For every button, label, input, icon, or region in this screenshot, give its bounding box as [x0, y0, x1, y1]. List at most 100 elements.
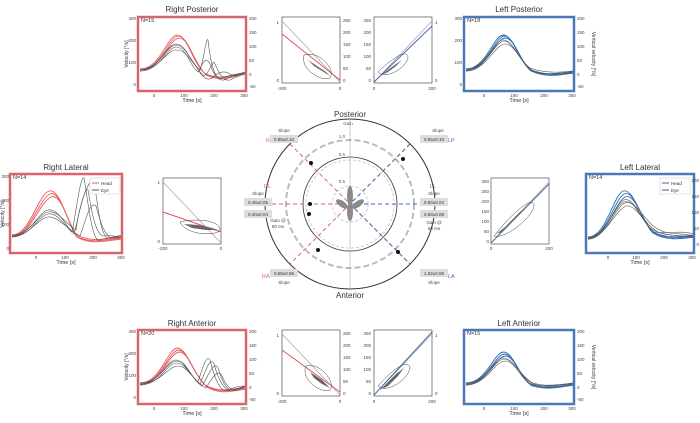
- canal-rl: RL: [264, 184, 271, 190]
- y-tick-labels: 250 200 150 100 50 0: [343, 18, 351, 83]
- x-tick: 200: [210, 406, 218, 411]
- y-right-tick-labels: 200 150 100 50 0: [691, 178, 699, 247]
- x-tick: 100: [510, 406, 518, 411]
- ratio-tick: 0: [435, 391, 438, 396]
- value-rp: Slope 0.86±0.10: [270, 128, 298, 143]
- n-count: N=18: [467, 18, 480, 24]
- y-tick: 0: [696, 242, 699, 247]
- y-tick-labels: 250 200 150 100 50 0: [343, 331, 351, 396]
- x-tick: 0: [607, 255, 610, 260]
- confidence-ellipse: [493, 202, 535, 237]
- x-tick: 300: [568, 406, 576, 411]
- value-la: 1.02±0.06 Slope: [420, 269, 448, 285]
- head-traces: [139, 347, 246, 393]
- center-distribution: [336, 186, 364, 221]
- x-tick: 300: [240, 406, 248, 411]
- y-tick: 100: [128, 60, 136, 65]
- dot-rl-2: [307, 212, 311, 216]
- canal-ra: RA: [262, 274, 270, 280]
- y-tick: 200: [454, 38, 462, 43]
- y-tick: 50: [577, 58, 583, 63]
- y-tick-labels: 300 200 100 0: [128, 16, 136, 87]
- y-tick-labels: 300 200 100 0: [1, 174, 9, 251]
- dot-rl: [308, 202, 312, 206]
- scatter-left-anterior: 0 200 1 0 250 200 150 100 50 0: [363, 329, 438, 404]
- x-tick: 100: [61, 255, 69, 260]
- n-count: N=14: [589, 175, 602, 181]
- value-box: [270, 135, 298, 143]
- y-tick-labels: 300 200 100 0: [454, 16, 462, 87]
- panel-title: Right Posterior: [166, 5, 219, 14]
- y-tick: 250: [343, 18, 351, 23]
- y-tick: 150: [481, 209, 489, 214]
- y-tick: 50: [694, 226, 700, 231]
- data-cloud: [310, 372, 330, 388]
- y-tick: 150: [249, 343, 257, 348]
- y-tick: 100: [249, 44, 257, 49]
- y-tick: 150: [363, 355, 371, 360]
- y-axis-label: Vertical velocity [°/s]: [590, 32, 596, 77]
- n-count: N=14: [13, 175, 26, 181]
- slope-label: Slope: [278, 280, 290, 285]
- y-axis-label: Velocity [°/s]: [0, 200, 6, 228]
- panel-frame: [462, 328, 576, 406]
- value-text: 0.93±0.08: [424, 212, 444, 217]
- value-box: [244, 198, 272, 206]
- scatter-right-posterior: -200 0 1 0 250 200 150 100 50 0: [276, 16, 351, 91]
- y-tick: 200: [577, 16, 585, 21]
- panel-right-anterior: Right Anterior N=20 Time [s] Velocity [°…: [124, 319, 257, 417]
- x-tick: 200: [540, 406, 548, 411]
- x-tick: 0: [339, 399, 342, 404]
- y-right-tick-labels: 200 150 100 50 0 -50: [249, 16, 257, 89]
- panel-title: Left Anterior: [497, 319, 540, 328]
- y-tick: 50: [343, 66, 349, 71]
- canal-lp: LP: [448, 138, 455, 144]
- y-tick: 300: [481, 179, 489, 184]
- y-tick: 100: [1, 222, 9, 227]
- y-tick: 200: [363, 30, 371, 35]
- dot-ra: [316, 248, 320, 252]
- y-tick: 250: [363, 331, 371, 336]
- traces: [465, 351, 574, 389]
- ratio-tick: 1: [435, 20, 438, 25]
- panel-title: Left Posterior: [495, 5, 543, 14]
- y-tick: 0: [368, 391, 371, 396]
- x-tick-labels: 0 100 200 300: [483, 93, 577, 98]
- value-box: [420, 210, 448, 218]
- y-tick: 0: [368, 78, 371, 83]
- canal-rp: RP: [266, 138, 274, 144]
- y-tick: 0: [343, 391, 346, 396]
- lobe: [352, 199, 364, 209]
- data-cloud: [184, 224, 218, 230]
- fit-line: [373, 331, 433, 396]
- panel-left-posterior: Left Posterior N=18 Time [s] Vertical ve…: [454, 5, 596, 104]
- value-box: [420, 198, 448, 206]
- y-tick: 100: [128, 373, 136, 378]
- y-axis-label: Velocity [°/s]: [124, 353, 130, 381]
- slope-label: Slope: [278, 128, 290, 133]
- x-tick: -200: [158, 246, 168, 251]
- y-tick: 100: [577, 357, 585, 362]
- y-tick: 50: [366, 379, 372, 384]
- y-tick: 100: [343, 54, 351, 59]
- y-right-tick-labels: 200 150 100 50 0 -50: [249, 329, 257, 402]
- y-tick: 0: [249, 385, 252, 390]
- y-tick: 200: [343, 343, 351, 348]
- x-axis-label: Time [s]: [630, 260, 650, 266]
- y-tick: 250: [343, 331, 351, 336]
- n-count: N=15: [467, 331, 480, 337]
- y-tick: 200: [343, 30, 351, 35]
- label-posterior: Posterior: [334, 110, 366, 119]
- ratio-tick: 0: [435, 78, 438, 83]
- y-tick: 50: [577, 371, 583, 376]
- y-tick: 150: [691, 194, 699, 199]
- x-tick: 300: [240, 93, 248, 98]
- value-lp: Slope 0.84±0.10: [420, 128, 448, 143]
- y-tick: 0: [133, 82, 136, 87]
- y-tick: 100: [343, 367, 351, 372]
- slope-label: Slope: [432, 128, 444, 133]
- panel-frame: [136, 328, 248, 406]
- legend-label: Head: [671, 181, 682, 186]
- y-tick: 300: [128, 329, 136, 334]
- y-tick: 200: [363, 343, 371, 348]
